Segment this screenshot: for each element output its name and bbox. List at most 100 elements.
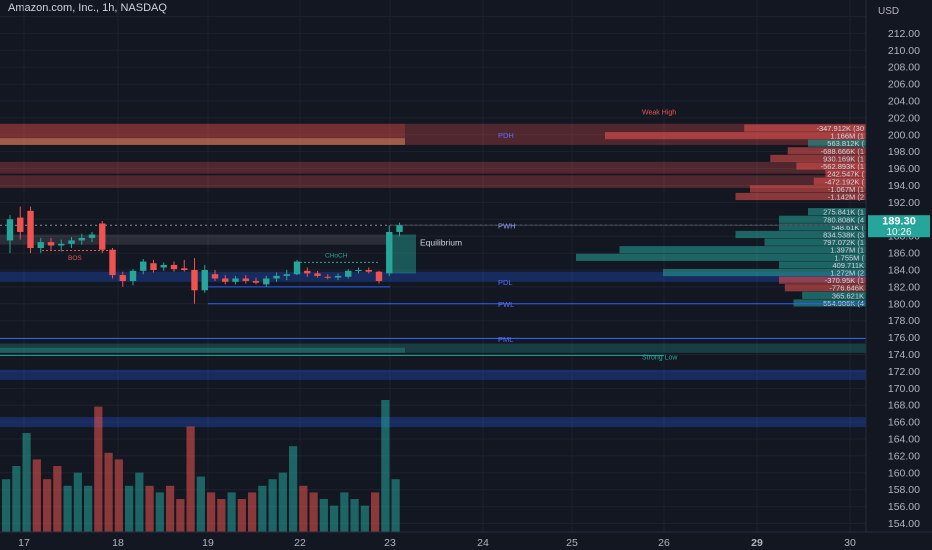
profile-bar [605, 132, 866, 140]
profile-label: 780.808K (4 [823, 215, 864, 224]
price-tick-label: 210.00 [888, 45, 920, 57]
candle-body [201, 270, 208, 291]
profile-bar [764, 238, 866, 246]
candle [355, 267, 362, 274]
zone-supply-strong [0, 138, 405, 145]
time-tick-label: 30 [844, 537, 856, 549]
candle-body [58, 243, 65, 246]
annotation-choch: CHoCH [325, 252, 348, 259]
annotation-pml: PML [498, 335, 513, 344]
profile-label: 834.538K (3 [823, 231, 864, 240]
profile-label: 1.272M (2 [830, 269, 864, 278]
candle-body [160, 264, 167, 268]
profile-label: 365.621K [832, 291, 864, 300]
candle-body [88, 234, 96, 238]
volume-bar [289, 446, 298, 532]
profile-label: 275.841K (1 [823, 208, 864, 217]
candle-body [27, 210, 34, 249]
candle-body [293, 261, 301, 275]
price-tick-label: 166.00 [888, 417, 920, 429]
candle [160, 262, 167, 271]
volume-bar [360, 505, 369, 532]
price-tick-label: 204.00 [888, 95, 920, 107]
zone-demand [0, 417, 866, 428]
time-tick-label: 29 [751, 537, 763, 549]
volume-bar [391, 479, 400, 532]
profile-bar [779, 261, 866, 269]
price-tick-label: 162.00 [888, 450, 920, 462]
price-tick-label: 200.00 [888, 129, 920, 141]
annotation-pwh: PWH [498, 222, 516, 231]
profile-label: 930.169K (1 [823, 154, 864, 163]
volume-bar [319, 499, 328, 532]
price-tick-label: 182.00 [888, 281, 920, 293]
candle [375, 270, 383, 284]
profile-bar [784, 284, 866, 292]
candle-body [6, 219, 14, 241]
profile-label: 1.397M (1 [830, 246, 864, 255]
price-tick-label: 194.00 [888, 180, 920, 192]
candle [191, 258, 198, 304]
levels [0, 224, 866, 356]
candle [99, 220, 106, 254]
profile-label: 242.547K ( [827, 170, 864, 179]
volume-bar [207, 492, 216, 532]
candle-body [386, 231, 393, 274]
candle-body [375, 271, 383, 281]
volume-bar [278, 472, 287, 532]
profile-bar [735, 192, 866, 201]
candle [27, 206, 34, 254]
candle [324, 274, 331, 280]
candle [109, 248, 116, 279]
profile-label: 409.711K [832, 261, 864, 270]
volume-bar [227, 492, 236, 532]
price-tick-label: 154.00 [888, 518, 920, 530]
zone-demand [0, 271, 866, 282]
candle-body [37, 242, 44, 249]
zone-supply-strong [0, 123, 405, 139]
volume-bar [145, 485, 154, 532]
volume-bar [196, 476, 205, 532]
candle-body [150, 263, 157, 270]
profile-bar [808, 208, 866, 216]
candle [129, 269, 137, 286]
volume-bar [248, 492, 257, 532]
price-tick-label: 168.00 [888, 400, 920, 412]
candle [150, 259, 157, 273]
zone-demand [0, 343, 866, 353]
volume-bar [381, 400, 390, 532]
countdown-label: 10:26 [886, 227, 911, 238]
candle-body [17, 217, 24, 232]
annotation-weak_high: Weak High [642, 109, 676, 116]
candle-body [365, 270, 372, 272]
volume-bar [2, 479, 11, 532]
time-axis[interactable]: 17 18 19 22 23 24 25 26 29 30 [0, 531, 932, 550]
profile-label: 1.755M ( [834, 253, 864, 262]
candle [181, 259, 188, 272]
candle [263, 275, 270, 287]
candle-body [129, 270, 137, 281]
profile-label: 1.166M (1 [830, 132, 864, 141]
profile-label: -347.912K (30 [816, 124, 864, 133]
price-tick-label: 180.00 [888, 298, 920, 310]
profile-bar [735, 230, 866, 239]
price-axis[interactable]: USD 212.00 210.00 208.00 206.00 204.00 202.00 2… [865, 0, 932, 550]
candle [304, 267, 311, 277]
volume-bar [237, 499, 246, 532]
candle [88, 231, 96, 243]
candle [78, 233, 85, 245]
price-tick-label: 206.00 [888, 79, 920, 91]
profile-label: -776.646K [829, 284, 864, 293]
volume-bar [268, 479, 277, 532]
candle [37, 237, 44, 254]
zone-supply [0, 138, 866, 145]
annotation-equilibrium: Equilibrium [420, 237, 462, 247]
volume-bars [2, 400, 400, 532]
candle-body [252, 280, 260, 283]
volume-bar [63, 485, 72, 532]
candle-body [78, 237, 85, 241]
candle-body [304, 270, 311, 274]
